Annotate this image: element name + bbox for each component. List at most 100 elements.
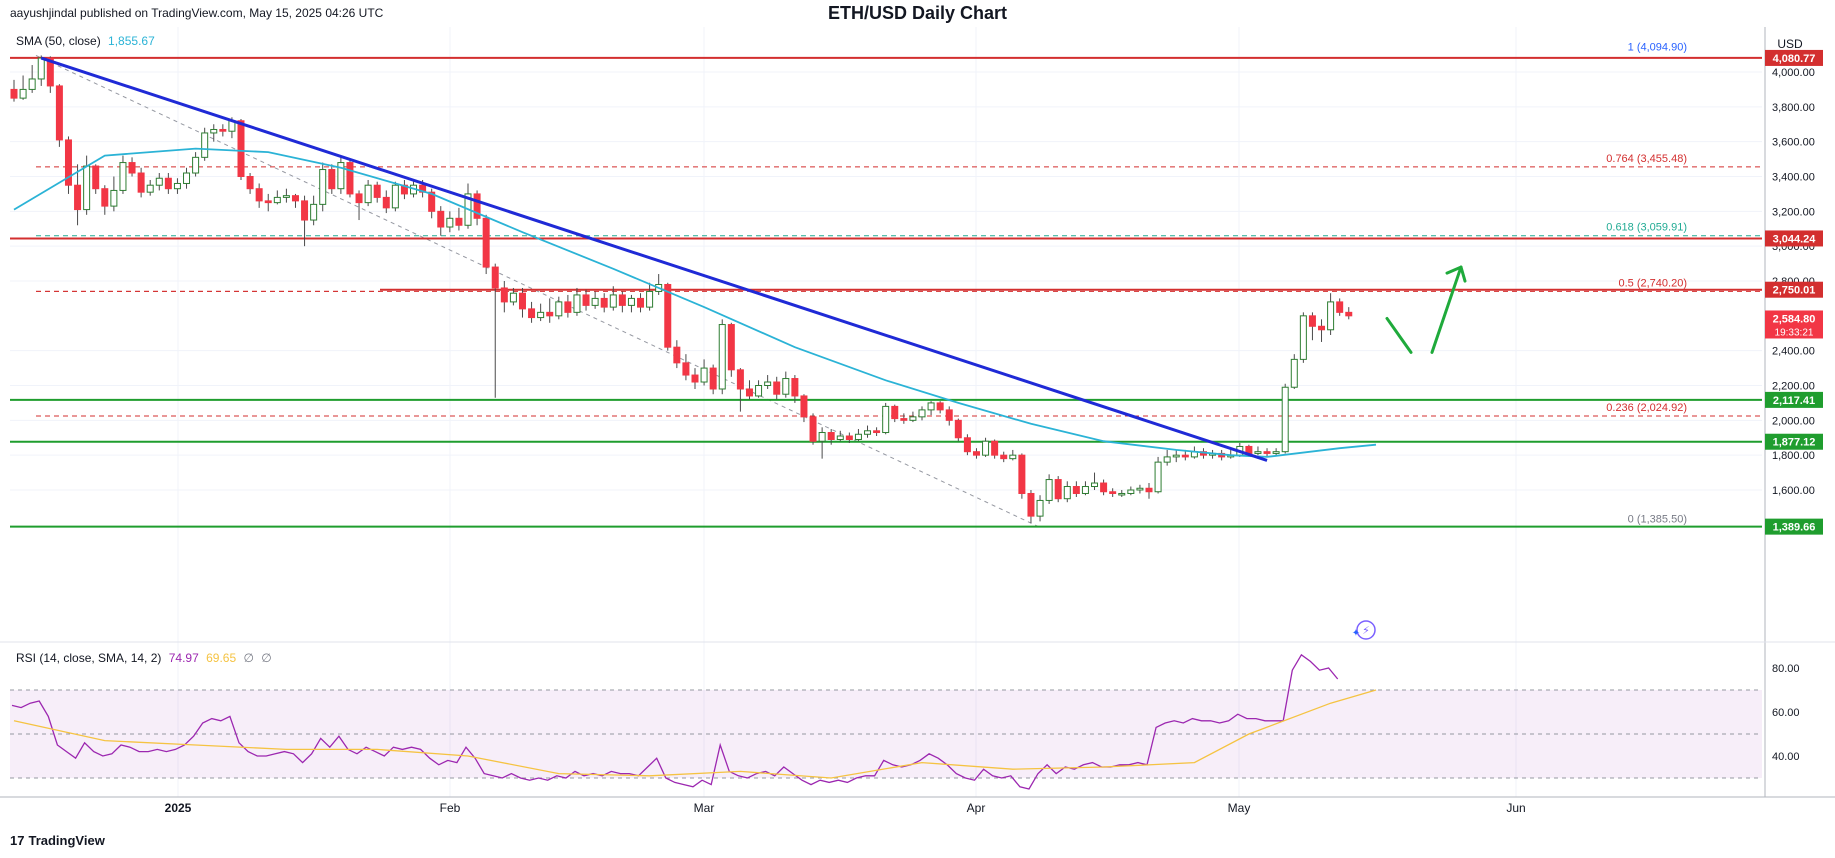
candle-body (646, 290, 654, 308)
candle-body (391, 184, 399, 209)
candle (555, 296, 563, 320)
sma-legend-value: 1,855.67 (108, 34, 155, 48)
candle-body (74, 184, 82, 211)
candle-body (1163, 456, 1171, 463)
candle-body (764, 381, 772, 386)
candle (836, 430, 844, 442)
candle (373, 181, 381, 203)
candle-body (954, 419, 962, 439)
candle (328, 164, 336, 194)
candle (1109, 488, 1117, 497)
candle (1100, 479, 1108, 496)
overlays: ⚡✦ (13, 56, 1467, 640)
candle-body (509, 292, 517, 303)
candle-body (718, 324, 726, 390)
candle (736, 368, 744, 412)
candle (682, 354, 690, 381)
candle (900, 413, 908, 424)
candle-body (428, 191, 436, 212)
rsi-tick-label: 40.00 (1772, 751, 1800, 763)
candle (146, 179, 154, 196)
candle (491, 263, 499, 398)
rsi-line (11, 653, 1339, 790)
candle (1281, 383, 1289, 454)
candle-body (291, 195, 299, 202)
candle-body (991, 440, 999, 456)
badge-2750-bg (1765, 281, 1823, 298)
candle (155, 173, 163, 191)
candle (782, 371, 790, 398)
candle-body (201, 132, 209, 158)
candle-body (1036, 499, 1044, 517)
price-axis: USD 2025 Feb Mar Apr May Jun 4,000.00 3,800.00 3,… (0, 27, 1835, 815)
candle-body (673, 346, 681, 364)
candle-body (691, 374, 699, 383)
candle (573, 287, 581, 316)
candle (528, 301, 536, 323)
candle-body (155, 177, 163, 186)
candle-body (282, 195, 290, 198)
candle-body (745, 388, 753, 397)
candle (282, 188, 290, 203)
sma-legend[interactable]: SMA (50, close) 1,855.67 (16, 34, 159, 48)
candle (818, 427, 826, 459)
badge-current-price-text: 2,584.80 (1773, 313, 1816, 325)
x-tick-label: Jun (1506, 801, 1525, 815)
candle-body (727, 324, 735, 371)
badge-2117: 2,117.41 (1765, 391, 1823, 408)
candle (391, 181, 399, 212)
badge-2750: 2,750.01 (1765, 281, 1823, 298)
candle (927, 401, 935, 416)
rsi-tick-label: 60.00 (1772, 707, 1800, 719)
candle-body (83, 165, 91, 211)
candle-body (346, 162, 354, 195)
candle (646, 282, 654, 311)
candle (1299, 312, 1307, 363)
candle (1009, 449, 1017, 461)
candle-body (609, 294, 617, 308)
candle-body (101, 188, 109, 207)
candle-body (1000, 454, 1008, 460)
rsi-legend[interactable]: RSI (14, close, SMA, 14, 2) 74.97 69.65 … (16, 651, 276, 665)
candle-body (591, 297, 599, 306)
candle-body (1072, 486, 1080, 494)
candle-body (537, 311, 545, 319)
currency-label: USD (1777, 37, 1803, 51)
candle-body (1327, 301, 1335, 331)
candle (800, 394, 808, 423)
candle-body (854, 433, 862, 440)
candle (255, 183, 263, 208)
candle-body (137, 172, 145, 193)
candles (10, 55, 1353, 524)
candle (909, 411, 917, 423)
candle (1318, 319, 1326, 342)
candle-body (264, 200, 272, 204)
candle-body (945, 409, 953, 421)
candle-body (310, 203, 318, 221)
candle-body (736, 369, 744, 390)
price-tick-label: 3,600.00 (1772, 137, 1815, 149)
candle-body (782, 378, 790, 395)
tradingview-logo[interactable]: 17 TradingView (10, 833, 105, 848)
candle (273, 190, 281, 205)
candle-body (982, 440, 990, 456)
candle (1290, 354, 1298, 389)
candle-body (491, 266, 499, 289)
candle (546, 298, 554, 323)
badge-2117-bg (1765, 391, 1823, 408)
candle (482, 214, 490, 275)
badge-4080: 4,080.77 (1765, 49, 1823, 66)
candle (963, 434, 971, 456)
rsi-legend-extra1: ∅ (243, 651, 254, 665)
candle (618, 291, 626, 313)
candle (346, 159, 354, 198)
candle (845, 432, 853, 443)
candle (92, 164, 100, 194)
price-tick-label: 3,400.00 (1772, 172, 1815, 184)
candle (19, 75, 27, 100)
candle-body (246, 176, 254, 190)
candle-body (473, 193, 481, 219)
candle-body (19, 88, 27, 99)
candle (219, 124, 227, 137)
